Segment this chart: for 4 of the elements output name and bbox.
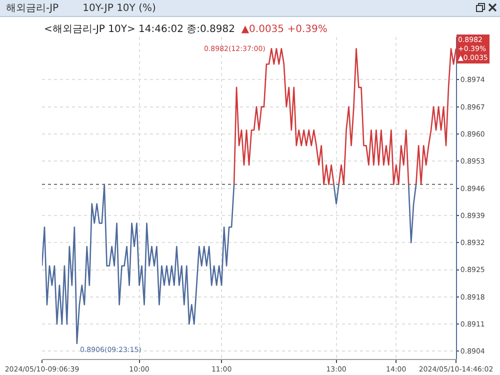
text: ▲0.0035 +0.39% [241, 24, 328, 35]
chart-subtitle: 10Y-JP 10Y (%) [82, 2, 156, 14]
text: <해외금리-JP 10Y> 14:46:02 종:0.8982 [44, 24, 235, 35]
chart-title: 해외금리-JP [6, 2, 59, 15]
